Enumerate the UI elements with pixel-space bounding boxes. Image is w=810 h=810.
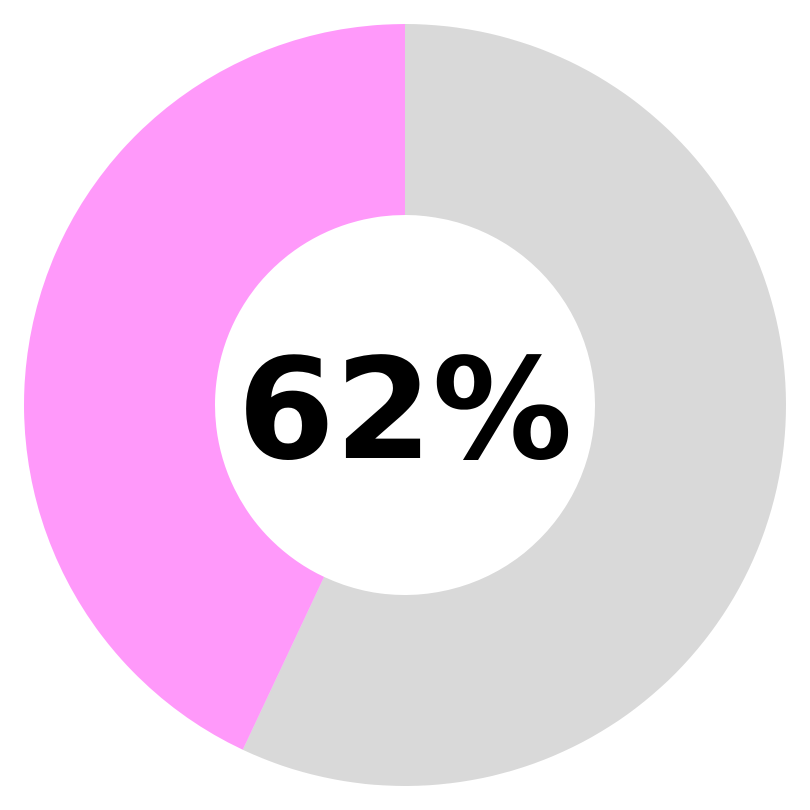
slices: [23, 24, 787, 786]
slice-1: [23, 24, 405, 750]
center-label: 62%: [237, 329, 572, 492]
slice-0: [242, 24, 787, 786]
